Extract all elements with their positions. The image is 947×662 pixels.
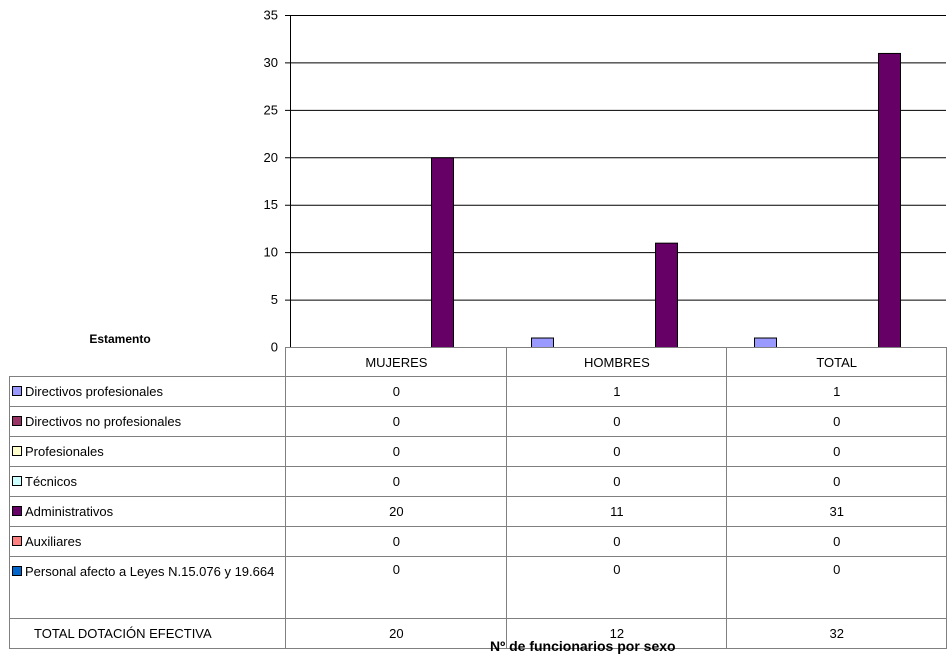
series-name: Técnicos (25, 474, 78, 489)
y-tick-label: 35 (264, 8, 278, 23)
total-row-label: TOTAL DOTACIÓN EFECTIVA (8, 618, 287, 649)
table-row: Directivos no profesionales 0 0 0 (8, 406, 947, 437)
data-label: 0 (726, 526, 947, 557)
series-name: Administrativos (25, 504, 114, 519)
bar (878, 52, 901, 348)
bar (655, 242, 678, 349)
chart-plot: 0 5 10 15 20 25 30 35 (264, 8, 946, 355)
data-label: 0 (506, 406, 728, 437)
table-row: Directivos profesionales 0 1 1 (8, 376, 947, 407)
total-value: 12 (506, 618, 728, 649)
data-label: 20 (285, 496, 508, 527)
series-label-cell: Administrativos (8, 496, 287, 527)
legend-swatch (12, 566, 22, 576)
data-label: 1 (726, 376, 947, 407)
series-label-cell: Auxiliares (8, 526, 287, 557)
y-tick-label: 15 (264, 197, 278, 212)
legend-swatch (12, 446, 22, 456)
table-row: Personal afecto a Leyes N.15.076 y 19.66… (8, 556, 947, 619)
data-label: 0 (285, 526, 508, 557)
y-tick-label: 25 (264, 102, 278, 117)
data-label: 0 (285, 436, 508, 467)
y-tick-label: 30 (264, 55, 278, 70)
data-label: 0 (726, 406, 947, 437)
data-label: 1 (506, 376, 728, 407)
series-name: Profesionales (25, 444, 104, 459)
series-name: Auxiliares (25, 534, 82, 549)
total-row: TOTAL DOTACIÓN EFECTIVA 20 12 32 (8, 618, 947, 649)
series-label-cell: Profesionales (8, 436, 287, 467)
series-label-cell: Directivos profesionales (8, 376, 287, 407)
data-label: 11 (506, 496, 728, 527)
data-table: MUJERES HOMBRES TOTAL Directivos profesi… (8, 347, 947, 649)
legend-swatch (12, 506, 22, 516)
table-corner (10, 348, 286, 377)
data-label: 0 (285, 376, 508, 407)
data-label: 0 (506, 466, 728, 497)
chart-title: Nº de funcionarios por sexo (490, 638, 676, 654)
y-tick-label: 0 (271, 340, 278, 355)
series-label-cell: Técnicos (8, 466, 287, 497)
total-value: 32 (726, 618, 947, 649)
data-label: 0 (285, 556, 508, 619)
table-row: Administrativos 20 11 31 (8, 496, 947, 527)
series-name: Directivos no profesionales (25, 414, 182, 429)
series-name: Personal afecto a Leyes N.15.076 y 19.66… (25, 564, 275, 579)
category-header: TOTAL (726, 347, 947, 377)
table-header-estamento: Estamento (89, 332, 151, 346)
y-tick-label: 10 (264, 245, 278, 260)
table-row: Técnicos 0 0 0 (8, 466, 947, 497)
table-row: Profesionales 0 0 0 (8, 436, 947, 467)
data-label: 0 (726, 556, 947, 619)
total-value: 20 (285, 618, 508, 649)
data-label: 0 (285, 406, 508, 437)
data-label: 0 (506, 526, 728, 557)
category-header: HOMBRES (506, 347, 728, 377)
legend-swatch (12, 536, 22, 546)
y-tick-label: 5 (271, 292, 278, 307)
series-name: Directivos profesionales (25, 384, 164, 399)
table-row: Auxiliares 0 0 0 (8, 526, 947, 557)
data-label: 0 (506, 556, 728, 619)
table-header-row: MUJERES HOMBRES TOTAL (10, 347, 947, 377)
y-tick-label: 20 (264, 150, 278, 165)
legend-swatch (12, 386, 22, 396)
legend-swatch (12, 476, 22, 486)
bar (431, 157, 454, 348)
data-label: 0 (285, 466, 508, 497)
data-label: 31 (726, 496, 947, 527)
series-label-cell: Directivos no profesionales (8, 406, 287, 437)
category-header: MUJERES (285, 347, 508, 377)
data-label: 0 (726, 466, 947, 497)
legend-swatch (12, 416, 22, 426)
data-label: 0 (506, 436, 728, 467)
series-label-cell: Personal afecto a Leyes N.15.076 y 19.66… (8, 556, 287, 619)
data-label: 0 (726, 436, 947, 467)
